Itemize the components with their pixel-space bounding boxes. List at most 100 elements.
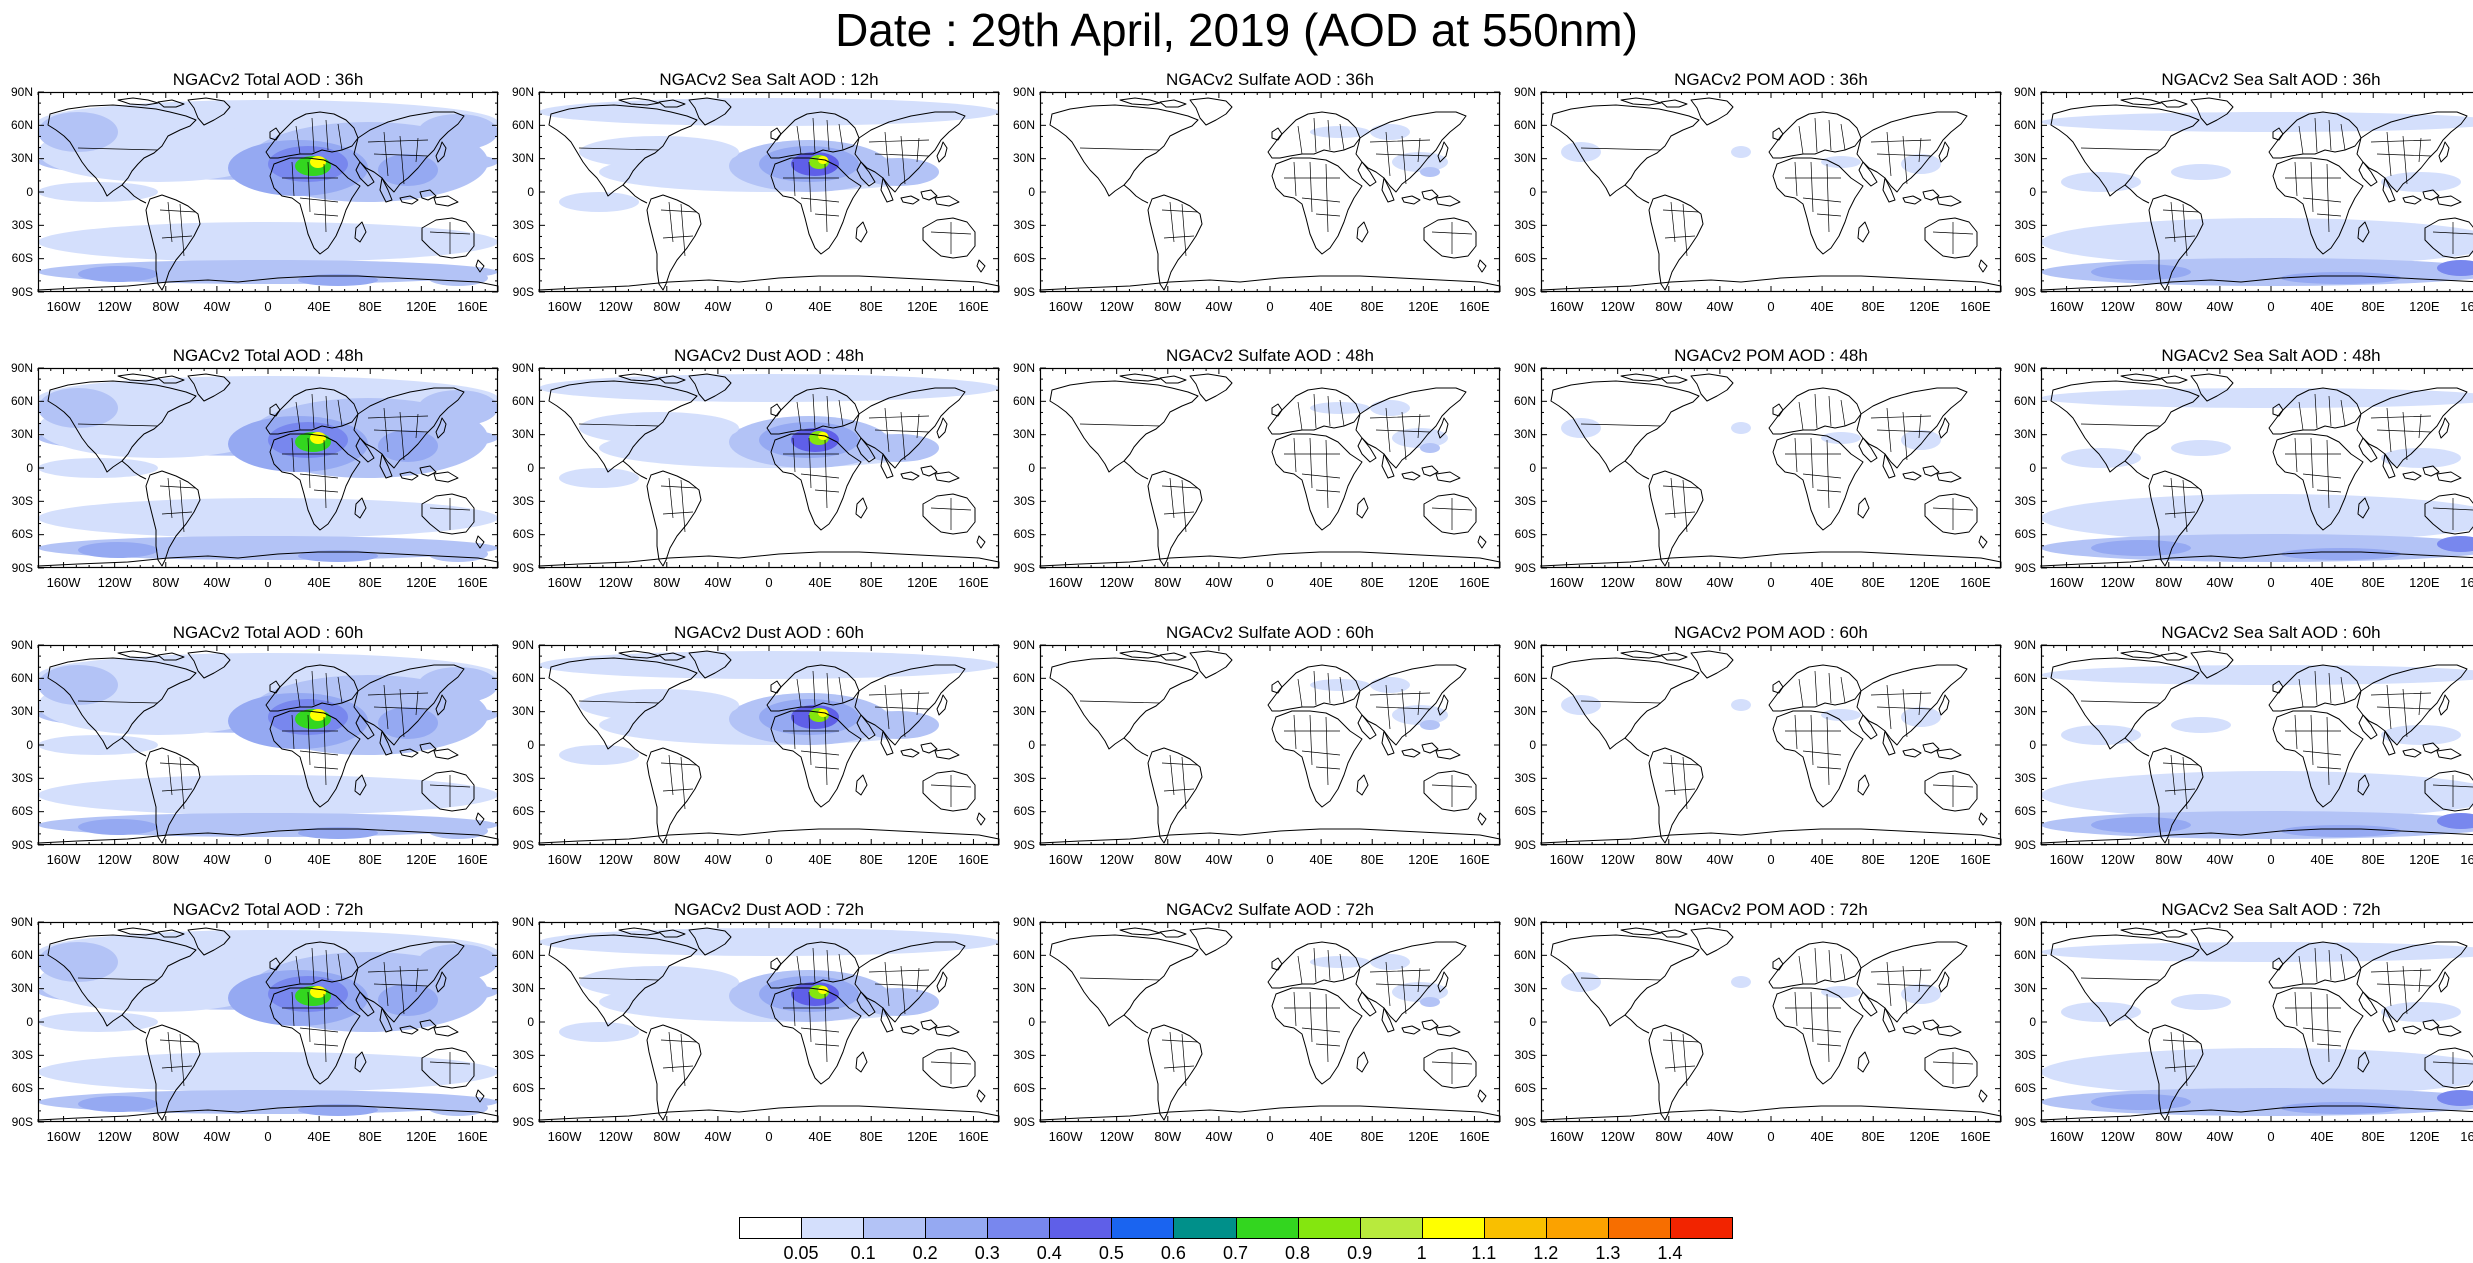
lon-label: 0 — [2249, 300, 2293, 314]
aod-shading — [2041, 112, 2473, 286]
lat-label: 0 — [3, 739, 33, 751]
lat-label: 90N — [2006, 639, 2036, 651]
lon-label: 40W — [1698, 853, 1742, 867]
aod-field — [1310, 956, 1370, 968]
lon-label: 160W — [2045, 300, 2089, 314]
panel-title: NGACv2 Dust AOD : 60h — [539, 623, 999, 643]
aod-shading — [1561, 142, 1941, 174]
lon-label: 160E — [1953, 300, 1997, 314]
lat-label: 0 — [1005, 1016, 1035, 1028]
lat-label: 0 — [504, 1016, 534, 1028]
aod-field — [310, 156, 326, 168]
aod-field — [1370, 677, 1410, 693]
lat-label: 30N — [3, 428, 33, 440]
lon-label: 40W — [1698, 576, 1742, 590]
lon-label: 40W — [1197, 576, 1241, 590]
lat-label: 90S — [504, 562, 534, 574]
aod-field — [38, 1052, 498, 1092]
lat-label: 30N — [1506, 982, 1536, 994]
lon-label: 40W — [2198, 1130, 2242, 1144]
colorbar-swatch — [987, 1217, 1050, 1239]
lat-label: 90N — [504, 916, 534, 928]
lat-label: 90N — [2006, 362, 2036, 374]
lon-label: 80W — [1146, 853, 1190, 867]
aod-shading — [1561, 418, 1941, 450]
aod-field — [38, 388, 118, 428]
aod-field — [2381, 172, 2461, 192]
aod-field — [38, 182, 158, 202]
aod-field — [38, 665, 118, 705]
coastlines — [539, 928, 999, 1122]
coastlines — [1040, 374, 1500, 568]
lon-label: 40E — [297, 576, 341, 590]
lon-label: 0 — [747, 1130, 791, 1144]
lon-label: 40W — [195, 853, 239, 867]
lon-label: 80E — [1350, 1130, 1394, 1144]
lon-label: 160W — [2045, 576, 2089, 590]
lon-label: 120W — [1596, 853, 1640, 867]
lon-label: 40W — [696, 853, 740, 867]
lat-label: 30N — [2006, 705, 2036, 717]
lon-label: 120E — [1902, 300, 1946, 314]
aod-field — [1310, 126, 1370, 138]
lon-label: 120E — [2402, 1130, 2446, 1144]
lat-label: 30N — [3, 152, 33, 164]
lon-label: 40W — [1197, 1130, 1241, 1144]
aod-field — [2091, 540, 2191, 556]
lon-label: 80W — [1647, 300, 1691, 314]
colorbar-label: 1.1 — [1459, 1244, 1509, 1262]
aod-field — [2381, 1002, 2461, 1022]
lon-label: 160W — [1044, 300, 1088, 314]
lat-label: 0 — [504, 739, 534, 751]
lat-label: 30S — [3, 219, 33, 231]
aod-shading — [1310, 677, 1448, 730]
lat-label: 90N — [504, 86, 534, 98]
lat-label: 30N — [504, 982, 534, 994]
lon-label: 0 — [1749, 300, 1793, 314]
aod-field — [38, 222, 498, 262]
lon-label: 80E — [849, 300, 893, 314]
lon-label: 40W — [696, 576, 740, 590]
lat-label: 90N — [504, 639, 534, 651]
colorbar-swatch — [1173, 1217, 1236, 1239]
aod-field — [38, 458, 158, 478]
lat-label: 60S — [504, 805, 534, 817]
lon-label: 40W — [696, 1130, 740, 1144]
lon-label: 120W — [93, 1130, 137, 1144]
aod-map — [1040, 368, 1500, 568]
lon-label: 160E — [450, 576, 494, 590]
aod-field — [38, 1012, 158, 1032]
lon-label: 120E — [900, 300, 944, 314]
aod-field — [310, 709, 326, 721]
lon-label: 120E — [399, 853, 443, 867]
colorbar-label: 0.1 — [838, 1244, 888, 1262]
lat-label: 60N — [3, 395, 33, 407]
lon-label: 120E — [1401, 300, 1445, 314]
lon-label: 120W — [594, 853, 638, 867]
panel-title: NGACv2 POM AOD : 48h — [1541, 346, 2001, 366]
lon-label: 40E — [2300, 853, 2344, 867]
aod-map — [539, 922, 999, 1122]
colorbar-label: 0.5 — [1086, 1244, 1136, 1262]
aod-field — [559, 192, 639, 212]
lon-label: 80E — [1851, 576, 1895, 590]
lat-label: 60S — [1005, 528, 1035, 540]
aod-field — [1561, 418, 1601, 438]
lon-label: 80W — [645, 853, 689, 867]
lat-label: 30N — [3, 982, 33, 994]
lon-label: 160W — [543, 576, 587, 590]
aod-field — [539, 374, 999, 402]
lat-label: 90S — [1506, 562, 1536, 574]
lat-label: 60S — [2006, 1082, 2036, 1094]
lat-label: 30S — [1005, 1049, 1035, 1061]
lon-label: 40E — [798, 853, 842, 867]
lat-label: 30N — [2006, 152, 2036, 164]
aod-map — [1541, 92, 2001, 292]
lat-label: 0 — [3, 186, 33, 198]
aod-field — [2281, 825, 2401, 837]
lon-label: 80W — [1146, 300, 1190, 314]
lat-label: 0 — [1506, 1016, 1536, 1028]
lon-label: 120W — [93, 300, 137, 314]
lon-label: 120W — [594, 300, 638, 314]
